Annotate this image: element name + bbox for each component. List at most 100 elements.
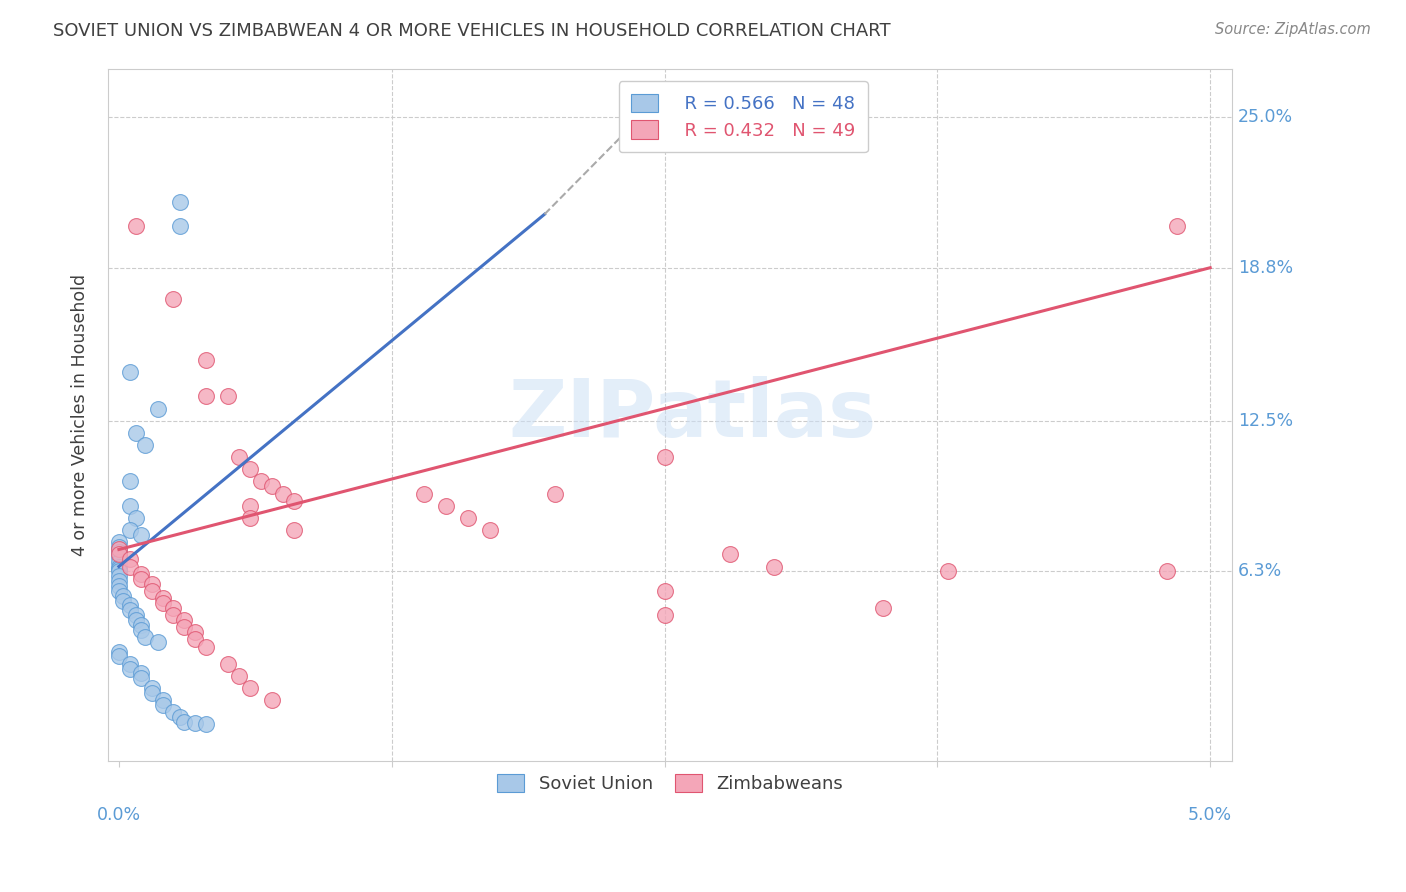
- Point: [239, 462, 262, 476]
- Point: [654, 450, 676, 465]
- Point: [228, 450, 250, 465]
- Point: [118, 657, 141, 671]
- Point: [108, 535, 131, 549]
- Point: [141, 686, 163, 700]
- Point: [141, 583, 163, 598]
- Point: [162, 608, 184, 623]
- Point: [125, 425, 148, 440]
- Point: [169, 195, 191, 210]
- Point: [108, 569, 131, 583]
- Point: [118, 475, 141, 489]
- Point: [195, 717, 218, 731]
- Point: [260, 479, 283, 493]
- Point: [118, 552, 141, 566]
- Point: [413, 486, 436, 500]
- Point: [108, 644, 131, 658]
- Text: 0.0%: 0.0%: [97, 805, 141, 824]
- Point: [152, 591, 174, 605]
- Point: [173, 620, 195, 634]
- Point: [148, 635, 170, 649]
- Point: [108, 579, 131, 593]
- Text: 6.3%: 6.3%: [1237, 562, 1282, 581]
- Point: [108, 574, 131, 588]
- Point: [184, 716, 207, 731]
- Point: [125, 511, 148, 525]
- Point: [1156, 565, 1178, 579]
- Point: [184, 632, 207, 647]
- Point: [129, 671, 152, 685]
- Point: [1166, 219, 1188, 234]
- Point: [217, 657, 239, 671]
- Point: [239, 511, 262, 525]
- Point: [162, 600, 184, 615]
- Point: [936, 565, 959, 579]
- Point: [271, 486, 294, 500]
- Text: 5.0%: 5.0%: [1188, 805, 1232, 824]
- Point: [108, 549, 131, 564]
- Point: [872, 600, 894, 615]
- Point: [152, 693, 174, 707]
- Point: [148, 401, 170, 416]
- Point: [283, 523, 305, 537]
- Point: [125, 608, 148, 623]
- Point: [173, 714, 195, 729]
- Point: [129, 528, 152, 542]
- Point: [762, 559, 785, 574]
- Point: [654, 583, 676, 598]
- Text: Source: ZipAtlas.com: Source: ZipAtlas.com: [1215, 22, 1371, 37]
- Legend: Soviet Union, Zimbabweans: Soviet Union, Zimbabweans: [486, 763, 853, 804]
- Point: [108, 542, 131, 557]
- Point: [118, 365, 141, 379]
- Point: [195, 353, 218, 368]
- Point: [108, 547, 131, 561]
- Point: [228, 669, 250, 683]
- Point: [162, 705, 184, 719]
- Point: [125, 219, 148, 234]
- Y-axis label: 4 or more Vehicles in Household: 4 or more Vehicles in Household: [72, 274, 89, 556]
- Text: 18.8%: 18.8%: [1237, 259, 1292, 277]
- Point: [283, 494, 305, 508]
- Point: [434, 499, 457, 513]
- Point: [118, 523, 141, 537]
- Point: [108, 583, 131, 598]
- Text: 25.0%: 25.0%: [1237, 108, 1292, 126]
- Text: SOVIET UNION VS ZIMBABWEAN 4 OR MORE VEHICLES IN HOUSEHOLD CORRELATION CHART: SOVIET UNION VS ZIMBABWEAN 4 OR MORE VEH…: [53, 22, 891, 40]
- Point: [152, 596, 174, 610]
- Point: [129, 617, 152, 632]
- Point: [195, 640, 218, 654]
- Point: [152, 698, 174, 712]
- Point: [134, 438, 156, 452]
- Point: [108, 555, 131, 569]
- Point: [141, 576, 163, 591]
- Point: [718, 547, 741, 561]
- Point: [129, 666, 152, 681]
- Point: [184, 625, 207, 640]
- Point: [162, 293, 184, 307]
- Point: [239, 681, 262, 695]
- Point: [118, 559, 141, 574]
- Point: [173, 613, 195, 627]
- Point: [108, 649, 131, 664]
- Point: [108, 540, 131, 554]
- Point: [141, 681, 163, 695]
- Point: [239, 499, 262, 513]
- Point: [112, 589, 135, 603]
- Point: [249, 475, 271, 489]
- Point: [169, 219, 191, 234]
- Point: [169, 710, 191, 724]
- Text: 12.5%: 12.5%: [1237, 412, 1292, 430]
- Point: [108, 559, 131, 574]
- Point: [544, 486, 567, 500]
- Point: [112, 593, 135, 607]
- Point: [129, 572, 152, 586]
- Point: [118, 661, 141, 675]
- Point: [260, 693, 283, 707]
- Text: ZIPatlas: ZIPatlas: [509, 376, 876, 454]
- Point: [108, 562, 131, 576]
- Point: [118, 599, 141, 613]
- Point: [129, 566, 152, 581]
- Point: [134, 630, 156, 644]
- Point: [129, 623, 152, 637]
- Point: [478, 523, 501, 537]
- Point: [125, 613, 148, 627]
